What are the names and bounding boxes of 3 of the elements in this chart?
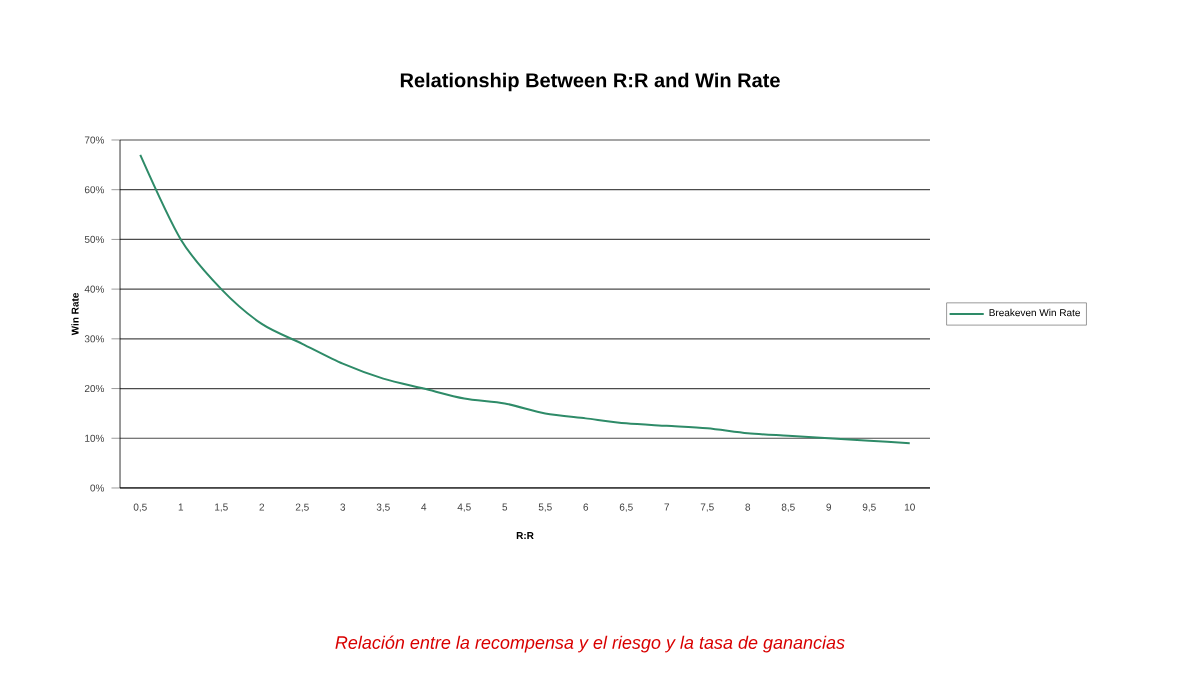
- text: Relación entre la recompensa y el riesgo y la tasa de ganancias: [335, 635, 845, 653]
- chart-title: Relationship Between R:R and Win Rate: [400, 72, 780, 92]
- line-series: [139, 153, 911, 445]
